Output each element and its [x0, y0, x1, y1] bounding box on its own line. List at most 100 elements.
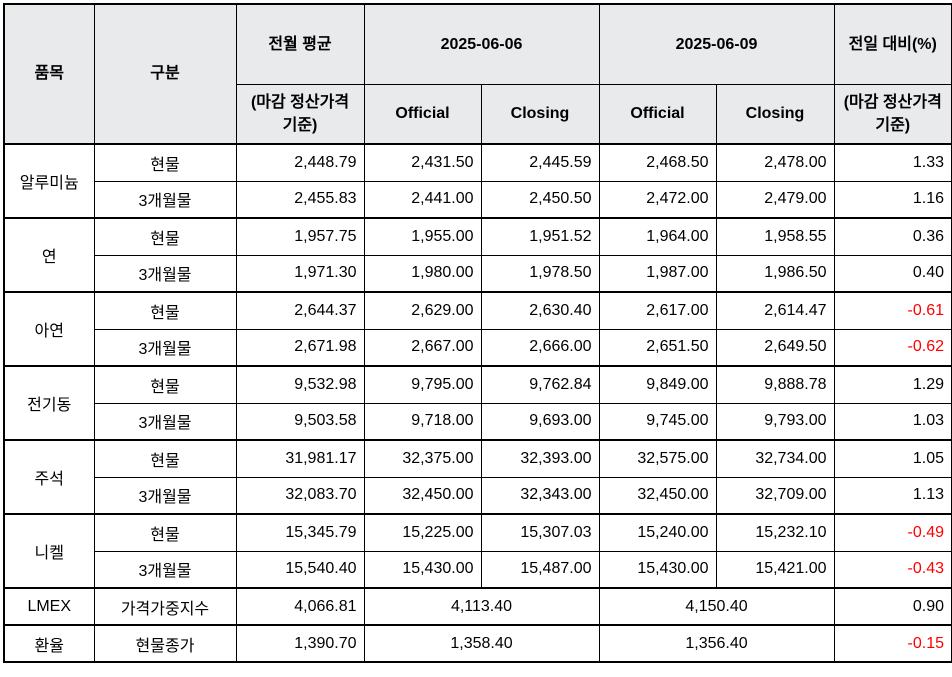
- change-cell: 1.05: [833, 439, 952, 478]
- d2-official-cell: 2,468.50: [598, 143, 717, 182]
- d1-closing-cell: 15,487.00: [480, 550, 600, 589]
- header-change: 전일 대비(%): [833, 3, 952, 85]
- d2-closing-cell: 15,421.00: [715, 550, 835, 589]
- d2-closing-cell: 2,649.50: [715, 328, 835, 367]
- d1-merged-cell: 1,358.40: [363, 624, 600, 663]
- row-aluminum-3m: 3개월물 2,455.83 2,441.00 2,450.50 2,472.00…: [4, 180, 952, 219]
- row-copper-spot: 전기동 현물 9,532.98 9,795.00 9,762.84 9,849.…: [3, 365, 952, 441]
- d2-official-cell: 1,964.00: [598, 217, 717, 256]
- item-cell: 알루미늄: [3, 143, 95, 219]
- d1-official-cell: 2,441.00: [363, 180, 482, 219]
- header-row-2: (마감 정산가격 기준) Official Closing Official C…: [4, 83, 952, 145]
- d1-official-cell: 2,629.00: [363, 291, 482, 330]
- d2-closing-cell: 1,986.50: [715, 254, 835, 293]
- header-prev-avg: 전월 평균: [235, 3, 365, 85]
- category-cell: 현물종가: [93, 624, 237, 663]
- item-cell: 연: [3, 217, 95, 293]
- d1-official-cell: 2,667.00: [363, 328, 482, 367]
- change-cell: 0.36: [833, 217, 952, 256]
- category-cell: 3개월물: [93, 180, 237, 219]
- table-header: 품목 구분 전월 평균 2025-06-06 2025-06-09 전일 대비(…: [3, 3, 952, 145]
- category-cell: 3개월물: [93, 550, 237, 589]
- d1-official-cell: 1,980.00: [363, 254, 482, 293]
- d1-official-cell: 15,430.00: [363, 550, 482, 589]
- category-cell: 3개월물: [93, 402, 237, 441]
- prev-avg-cell: 15,345.79: [235, 513, 365, 552]
- header-row-1: 품목 구분 전월 평균 2025-06-06 2025-06-09 전일 대비(…: [3, 3, 952, 145]
- d2-official-cell: 2,651.50: [598, 328, 717, 367]
- d1-closing-cell: 2,630.40: [480, 291, 600, 330]
- change-cell: 1.29: [833, 365, 952, 404]
- d2-closing-cell: 2,478.00: [715, 143, 835, 182]
- d2-closing-cell: 15,232.10: [715, 513, 835, 552]
- category-cell: 현물: [93, 365, 237, 404]
- prev-avg-cell: 2,644.37: [235, 291, 365, 330]
- d1-closing-cell: 32,343.00: [480, 476, 600, 515]
- prev-avg-cell: 4,066.81: [235, 587, 365, 626]
- prev-avg-cell: 31,981.17: [235, 439, 365, 478]
- category-cell: 가격가중지수: [93, 587, 237, 626]
- header-date1: 2025-06-06: [363, 3, 600, 85]
- d2-closing-cell: 2,614.47: [715, 291, 835, 330]
- prev-avg-cell: 1,390.70: [235, 624, 365, 663]
- d1-official-cell: 32,450.00: [363, 476, 482, 515]
- category-cell: 현물: [93, 439, 237, 478]
- header-prev-avg-sub: (마감 정산가격 기준): [235, 83, 365, 145]
- d2-official-cell: 32,450.00: [598, 476, 717, 515]
- category-cell: 현물: [93, 291, 237, 330]
- change-cell: 1.13: [833, 476, 952, 515]
- category-cell: 3개월물: [93, 328, 237, 367]
- header-category: 구분: [93, 3, 237, 145]
- change-cell: 1.03: [833, 402, 952, 441]
- d1-official-cell: 9,718.00: [363, 402, 482, 441]
- d1-official-cell: 1,955.00: [363, 217, 482, 256]
- row-tin-spot: 주석 현물 31,981.17 32,375.00 32,393.00 32,5…: [3, 439, 952, 515]
- item-cell: LMEX: [3, 587, 95, 626]
- change-cell: 1.16: [833, 180, 952, 219]
- prev-avg-cell: 15,540.40: [235, 550, 365, 589]
- d2-official-cell: 2,472.00: [598, 180, 717, 219]
- item-cell: 주석: [3, 439, 95, 515]
- header-date2-closing: Closing: [715, 83, 835, 145]
- item-cell: 아연: [3, 291, 95, 367]
- item-cell: 니켈: [3, 513, 95, 589]
- prev-avg-cell: 1,957.75: [235, 217, 365, 256]
- d1-closing-cell: 1,978.50: [480, 254, 600, 293]
- header-date1-official: Official: [363, 83, 482, 145]
- prev-avg-cell: 32,083.70: [235, 476, 365, 515]
- d2-official-cell: 15,430.00: [598, 550, 717, 589]
- d1-closing-cell: 32,393.00: [480, 439, 600, 478]
- row-lmex: LMEX 가격가중지수 4,066.81 4,113.40 4,150.40 0…: [3, 587, 952, 626]
- row-nickel-3m: 3개월물 15,540.40 15,430.00 15,487.00 15,43…: [4, 550, 952, 589]
- row-aluminum-spot: 알루미늄 현물 2,448.79 2,431.50 2,445.59 2,468…: [3, 143, 952, 219]
- d2-official-cell: 9,745.00: [598, 402, 717, 441]
- row-tin-3m: 3개월물 32,083.70 32,450.00 32,343.00 32,45…: [4, 476, 952, 515]
- change-cell: 1.33: [833, 143, 952, 182]
- change-cell: -0.61: [833, 291, 952, 330]
- row-lead-3m: 3개월물 1,971.30 1,980.00 1,978.50 1,987.00…: [4, 254, 952, 293]
- row-lead-spot: 연 현물 1,957.75 1,955.00 1,951.52 1,964.00…: [3, 217, 952, 293]
- category-cell: 3개월물: [93, 254, 237, 293]
- change-cell: -0.49: [833, 513, 952, 552]
- d2-closing-cell: 9,793.00: [715, 402, 835, 441]
- change-cell: -0.62: [833, 328, 952, 367]
- d1-official-cell: 15,225.00: [363, 513, 482, 552]
- change-cell: 0.90: [833, 587, 952, 626]
- category-cell: 현물: [93, 143, 237, 182]
- header-change-sub: (마감 정산가격 기준): [833, 83, 952, 145]
- d1-closing-cell: 2,445.59: [480, 143, 600, 182]
- category-cell: 현물: [93, 217, 237, 256]
- prev-avg-cell: 1,971.30: [235, 254, 365, 293]
- d1-official-cell: 32,375.00: [363, 439, 482, 478]
- d2-official-cell: 9,849.00: [598, 365, 717, 404]
- change-cell: 0.40: [833, 254, 952, 293]
- item-cell: 전기동: [3, 365, 95, 441]
- d1-closing-cell: 9,762.84: [480, 365, 600, 404]
- d2-official-cell: 32,575.00: [598, 439, 717, 478]
- d2-merged-cell: 1,356.40: [598, 624, 835, 663]
- row-zinc-spot: 아연 현물 2,644.37 2,629.00 2,630.40 2,617.0…: [3, 291, 952, 367]
- item-cell: 환율: [3, 624, 95, 663]
- change-cell: -0.15: [833, 624, 952, 663]
- prev-avg-cell: 2,448.79: [235, 143, 365, 182]
- table-body: 알루미늄 현물 2,448.79 2,431.50 2,445.59 2,468…: [3, 143, 952, 663]
